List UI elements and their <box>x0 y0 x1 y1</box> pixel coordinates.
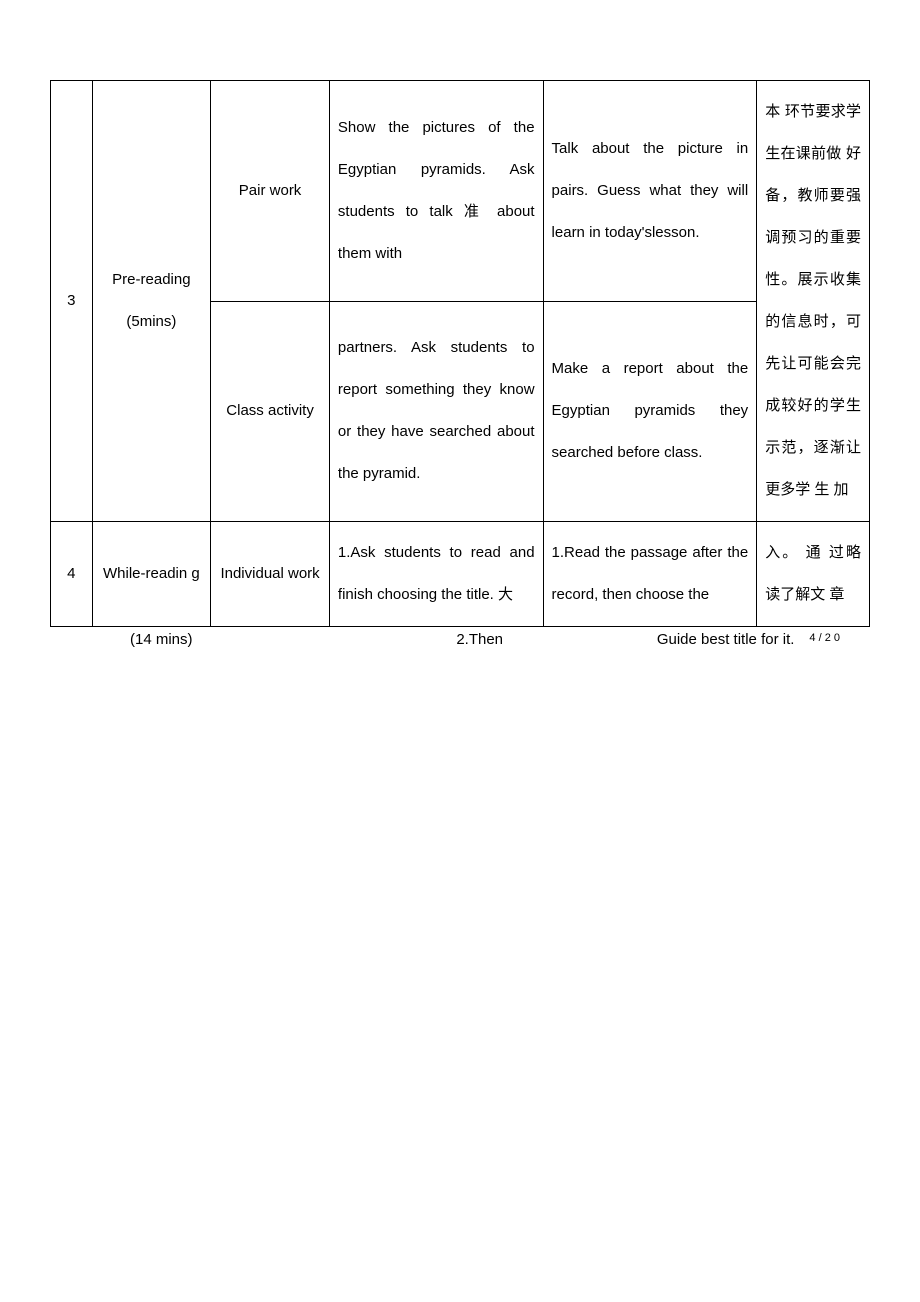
teacher-cell: 1.Ask students to read and finish choosi… <box>329 522 543 627</box>
student-cell: 1.Read the passage after the record, the… <box>543 522 757 627</box>
notes-cell: 本 环节要求学生在课前做 好 备，教师要强调预习的重要性。展示收集的信息时，可先… <box>757 81 870 522</box>
lesson-plan-table: 3 Pre-reading (5mins) Pair work Show the… <box>50 80 870 627</box>
student-cell: Make a report about the Egyptian pyramid… <box>543 301 757 522</box>
continuation-text: 2.Then <box>346 631 503 648</box>
student-cell: Talk about the picture in pairs. Guess w… <box>543 81 757 302</box>
continuation-right: Guide best title for it. <box>657 631 795 648</box>
below-table-row: (14 mins) 2.Then Guide best title for it… <box>50 631 870 648</box>
mode-cell: Pair work <box>211 81 330 302</box>
mode-cell: Individual work <box>211 522 330 627</box>
teacher-cell: partners. Ask students to report somethi… <box>329 301 543 522</box>
row-number: 4 <box>51 522 93 627</box>
row-number: 3 <box>51 81 93 522</box>
time-label: (14 mins) <box>50 631 193 648</box>
stage-cell: Pre-reading (5mins) <box>92 81 211 522</box>
page-number: 4 / 2 0 <box>809 631 840 648</box>
notes-cell: 入。 通 过略读了解文 章 <box>757 522 870 627</box>
stage-cell: While-readin g <box>92 522 211 627</box>
teacher-cell: Show the pictures of the Egyptian pyrami… <box>329 81 543 302</box>
mode-cell: Class activity <box>211 301 330 522</box>
